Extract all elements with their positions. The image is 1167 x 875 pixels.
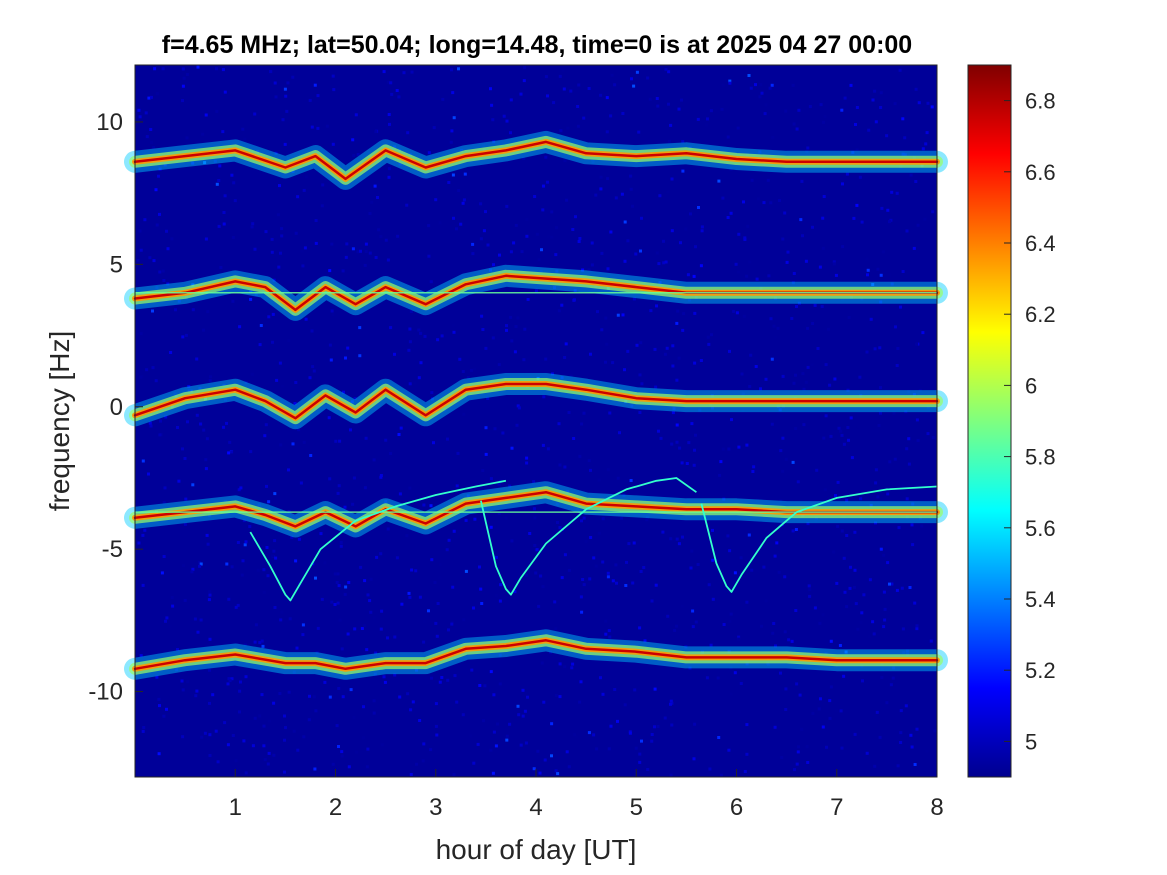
x-tick-label: 2 <box>329 794 342 821</box>
trace-2 <box>480 477 697 596</box>
colorbar-axis: 5 5.2 5.4 5.6 5.8 6 6.2 6.4 6.6 6.8 <box>1004 89 1056 754</box>
chart-title: f=4.65 MHz; lat=50.04; long=14.48, time=… <box>162 31 912 59</box>
x-tick-label: 6 <box>730 794 743 821</box>
colorbar-tick-label: 5.2 <box>1025 658 1056 683</box>
colorbar-tick-label: 5.8 <box>1025 445 1056 470</box>
colorbar-tick-label: 5.4 <box>1025 587 1056 612</box>
x-tick-label: 5 <box>630 794 643 821</box>
colorbar-tick-label: 6 <box>1025 373 1037 398</box>
y-tick-label: 5 <box>110 251 123 278</box>
ridge-series-1 <box>133 140 939 181</box>
y-axis: -10 -5 0 5 10 <box>88 109 143 706</box>
y-tick-label: 10 <box>96 109 123 136</box>
x-tick-label: 8 <box>930 794 943 821</box>
y-tick-label: 0 <box>110 394 123 421</box>
x-tick-label: 7 <box>830 794 843 821</box>
colorbar-tick-label: 6.2 <box>1025 302 1056 327</box>
x-axis: 1 2 3 4 5 6 7 8 <box>229 769 944 821</box>
colorbar-tick-label: 5 <box>1025 729 1037 754</box>
x-tick-label: 3 <box>429 794 442 821</box>
colorbar-tick-label: 6.4 <box>1025 231 1056 256</box>
x-axis-label: hour of day [UT] <box>436 834 637 865</box>
colorbar <box>967 64 1012 778</box>
colorbar-tick-label: 6.8 <box>1025 89 1056 114</box>
trace-1 <box>249 479 507 602</box>
spectrogram-image <box>124 65 948 777</box>
ridge-series-3 <box>133 382 939 420</box>
colorbar-tick-label: 6.6 <box>1025 160 1056 185</box>
ridge-series-5 <box>133 639 939 671</box>
y-tick-label: -10 <box>88 679 123 706</box>
colorbar-tick-label: 5.6 <box>1025 516 1056 541</box>
x-tick-label: 4 <box>529 794 542 821</box>
y-axis-label: frequency [Hz] <box>44 331 75 512</box>
trace-3 <box>700 485 938 593</box>
y-tick-label: -5 <box>102 536 123 563</box>
x-tick-label: 1 <box>229 794 242 821</box>
